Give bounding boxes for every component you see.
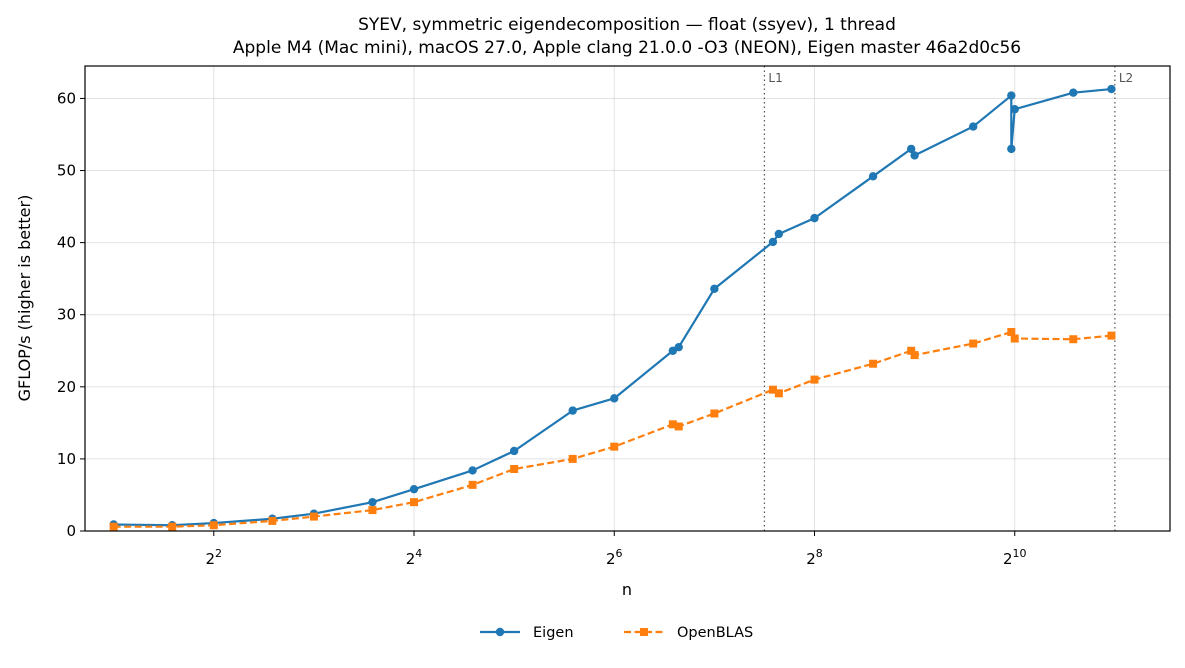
x-axis-label: n — [622, 580, 632, 599]
data-point — [1107, 331, 1116, 340]
data-point — [1007, 144, 1016, 154]
legend-item-eigen: Eigen — [480, 625, 574, 641]
y-tick-label: 30 — [57, 306, 76, 324]
y-tick-label: 10 — [57, 450, 76, 468]
y-tick-label: 50 — [57, 162, 76, 180]
data-point — [209, 521, 218, 530]
data-point — [1010, 105, 1019, 114]
data-point — [168, 522, 177, 531]
data-point — [1010, 334, 1019, 343]
data-point — [768, 237, 778, 247]
data-point — [509, 446, 519, 456]
x-tick-label: 26 — [606, 547, 623, 568]
data-point — [910, 151, 919, 160]
data-point — [510, 465, 519, 473]
data-point — [969, 339, 978, 348]
data-point — [668, 420, 677, 429]
data-point — [774, 229, 784, 239]
grid-lines — [85, 66, 1170, 532]
data-point — [868, 172, 878, 181]
data-point — [768, 385, 777, 394]
series-openblas — [109, 328, 1116, 531]
x-tick-exponent: 2 — [215, 547, 222, 560]
cache-line-label: L1 — [768, 71, 782, 85]
data-point — [468, 466, 477, 475]
data-point — [774, 389, 783, 398]
data-point — [368, 506, 377, 515]
chart-title: SYEV, symmetric eigendecomposition — flo… — [358, 15, 896, 35]
data-point — [810, 213, 819, 223]
legend: Eigen OpenBLAS — [480, 625, 753, 641]
data-point — [1007, 91, 1016, 100]
x-tick-exponent: 4 — [415, 547, 422, 560]
data-point — [1007, 328, 1016, 337]
y-tick-label: 40 — [57, 234, 76, 252]
legend-label: OpenBLAS — [677, 625, 753, 641]
x-tick-label: 28 — [806, 547, 823, 568]
y-tick-label: 20 — [57, 378, 76, 396]
series-layer — [109, 84, 1116, 531]
legend-label: Eigen — [533, 625, 574, 641]
data-point — [268, 516, 277, 525]
series-line — [113, 330, 1112, 528]
data-point — [710, 409, 719, 418]
data-point — [710, 284, 719, 293]
data-point — [674, 342, 683, 352]
data-point — [1069, 88, 1078, 97]
chart-subtitle: Apple M4 (Mac mini), macOS 27.0, Apple c… — [233, 38, 1021, 58]
x-tick-label: 24 — [406, 547, 423, 568]
x-tick-exponent: 8 — [816, 547, 823, 560]
data-point — [468, 480, 477, 489]
x-tick-label: 210 — [1003, 547, 1027, 568]
x-tick-base: 2 — [606, 550, 616, 568]
legend-item-openblas: OpenBLAS — [624, 625, 753, 641]
data-point — [968, 122, 978, 131]
data-point — [109, 522, 118, 531]
data-point — [568, 454, 577, 463]
data-point — [1069, 335, 1078, 344]
data-point — [610, 394, 619, 403]
x-tick-label: 22 — [206, 547, 223, 568]
x-axis-ticks: 22 24 26 28 210 — [206, 531, 1027, 568]
data-point — [409, 484, 419, 494]
y-axis-label: GFLOP/s (higher is better) — [15, 195, 34, 402]
data-point — [568, 406, 577, 415]
x-tick-base: 2 — [206, 550, 216, 568]
data-point — [674, 422, 683, 431]
plot-area-frame — [84, 65, 1171, 532]
x-tick-base: 2 — [806, 550, 816, 568]
x-tick-base: 2 — [1003, 550, 1013, 568]
data-point — [810, 375, 819, 384]
data-point — [910, 351, 919, 360]
y-axis-ticks: 0 10 20 30 40 50 60 — [57, 89, 85, 540]
legend-marker — [495, 627, 505, 637]
data-point — [368, 497, 377, 507]
data-point — [869, 359, 878, 368]
series-line — [113, 87, 1112, 527]
cache-line-label: L2 — [1119, 71, 1133, 85]
y-tick-label: 0 — [66, 522, 76, 540]
legend-marker — [640, 628, 648, 636]
data-point — [610, 442, 619, 451]
data-point — [907, 346, 916, 355]
x-tick-base: 2 — [406, 550, 416, 568]
data-point — [309, 512, 318, 521]
data-point — [410, 498, 419, 507]
data-point — [1107, 84, 1116, 94]
reference-lines: L1 L2 — [763, 66, 1133, 531]
data-point — [906, 144, 916, 154]
y-tick-label: 60 — [57, 89, 76, 107]
x-tick-exponent: 6 — [616, 547, 623, 560]
series-eigen — [109, 84, 1116, 530]
x-tick-exponent: 10 — [1013, 547, 1027, 560]
